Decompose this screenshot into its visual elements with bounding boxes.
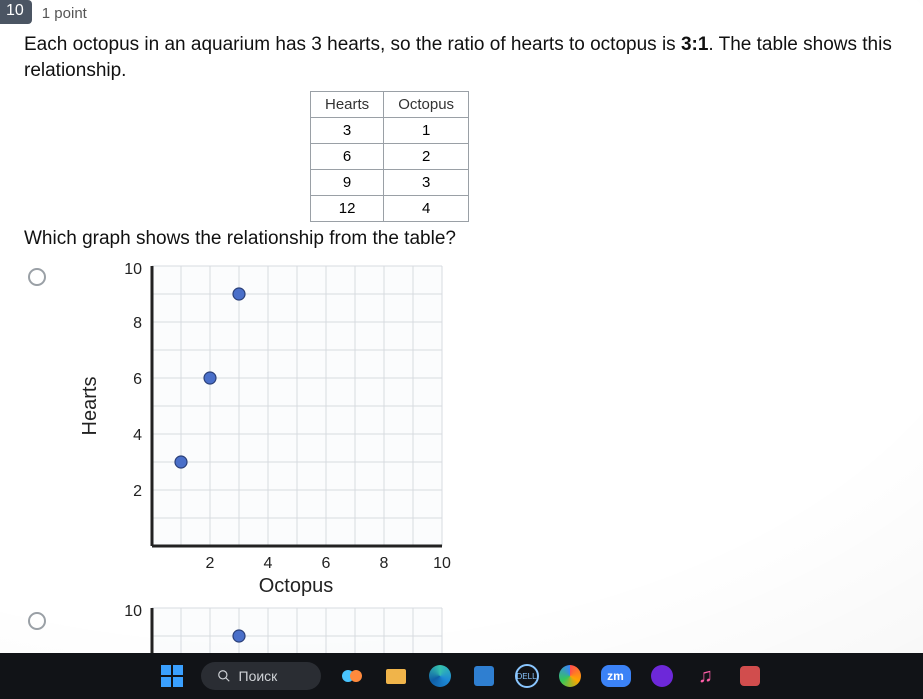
table-header: Hearts bbox=[311, 92, 384, 118]
table-cell: 3 bbox=[384, 170, 469, 196]
table-row: 93 bbox=[311, 170, 469, 196]
start-button[interactable] bbox=[161, 665, 183, 687]
tick-label: 2 bbox=[133, 483, 142, 500]
tick-label: 10 bbox=[433, 555, 451, 572]
data-point bbox=[233, 288, 245, 300]
table-cell: 12 bbox=[311, 196, 384, 222]
chart-a: 2 4 6 8 10 2 4 6 8 10 Octopus Hearts bbox=[64, 256, 474, 596]
table-row: 62 bbox=[311, 144, 469, 170]
app-icon-2[interactable] bbox=[649, 663, 675, 689]
dell-icon[interactable]: DELL bbox=[515, 664, 539, 688]
stem-text-1: Each octopus in an aquarium has 3 hearts… bbox=[24, 34, 681, 55]
scatter-chart: 2 4 6 8 10 2 4 6 8 10 Octopus Hearts bbox=[64, 256, 474, 596]
table-cell: 4 bbox=[384, 196, 469, 222]
data-point bbox=[175, 456, 187, 468]
tick-label: 8 bbox=[380, 555, 389, 572]
answer-option-a[interactable]: 2 4 6 8 10 2 4 6 8 10 Octopus Hearts bbox=[28, 256, 923, 596]
data-point bbox=[233, 630, 245, 642]
tick-label: 6 bbox=[322, 555, 331, 572]
radio-a[interactable] bbox=[28, 268, 46, 286]
edge-icon[interactable] bbox=[427, 663, 453, 689]
ratio-table: Hearts Octopus 31 62 93 124 bbox=[310, 91, 469, 222]
question-header: 10 1 point bbox=[0, 0, 923, 24]
y-axis-label: Hearts bbox=[79, 377, 101, 436]
stem-bold: 3:1 bbox=[681, 34, 708, 55]
tick-label: 10 bbox=[124, 603, 142, 620]
data-point bbox=[204, 372, 216, 384]
question-points: 1 point bbox=[42, 3, 87, 22]
question-stem: Each octopus in an aquarium has 3 hearts… bbox=[24, 32, 923, 83]
zoom-icon[interactable]: zm bbox=[601, 665, 631, 687]
table-cell: 1 bbox=[384, 118, 469, 144]
table-row: 31 bbox=[311, 118, 469, 144]
y-ticks: 2 4 6 8 10 bbox=[124, 261, 142, 500]
taskbar-search[interactable]: Поиск bbox=[201, 662, 321, 690]
question-number: 10 bbox=[0, 0, 32, 24]
tick-label: 10 bbox=[124, 261, 142, 278]
tick-label: 4 bbox=[133, 427, 142, 444]
tick-label: 2 bbox=[206, 555, 215, 572]
table-header: Octopus bbox=[384, 92, 469, 118]
folder-icon[interactable] bbox=[383, 663, 409, 689]
x-ticks: 2 4 6 8 10 bbox=[206, 555, 451, 572]
search-icon bbox=[217, 669, 231, 683]
table-cell: 6 bbox=[311, 144, 384, 170]
music-icon[interactable]: ♫ bbox=[693, 663, 719, 689]
store-icon[interactable] bbox=[471, 663, 497, 689]
tick-label: 8 bbox=[133, 315, 142, 332]
table-cell: 2 bbox=[384, 144, 469, 170]
x-axis-label: Octopus bbox=[259, 575, 333, 596]
taskbar-center: Поиск DELL zm ♫ bbox=[161, 662, 763, 690]
taskbar: Поиск DELL zm ♫ bbox=[0, 653, 923, 699]
radio-b[interactable] bbox=[28, 612, 46, 630]
tick-label: 4 bbox=[264, 555, 273, 572]
page: 10 1 point Each octopus in an aquarium h… bbox=[0, 0, 923, 699]
tick-label: 6 bbox=[133, 371, 142, 388]
app-icon-3[interactable] bbox=[737, 663, 763, 689]
table-cell: 9 bbox=[311, 170, 384, 196]
table-row: 124 bbox=[311, 196, 469, 222]
copilot-icon[interactable] bbox=[339, 663, 365, 689]
sub-prompt: Which graph shows the relationship from … bbox=[24, 228, 923, 250]
search-label: Поиск bbox=[239, 668, 278, 684]
table-cell: 3 bbox=[311, 118, 384, 144]
app-icon[interactable] bbox=[557, 663, 583, 689]
